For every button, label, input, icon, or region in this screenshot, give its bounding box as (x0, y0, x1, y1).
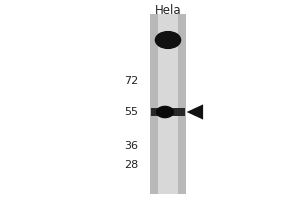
FancyBboxPatch shape (158, 14, 178, 194)
FancyBboxPatch shape (151, 108, 185, 116)
Circle shape (155, 32, 181, 48)
Text: Hela: Hela (155, 4, 181, 18)
Text: 55: 55 (124, 107, 138, 117)
Circle shape (157, 106, 173, 118)
FancyBboxPatch shape (150, 14, 186, 194)
Polygon shape (187, 104, 203, 120)
Text: 28: 28 (124, 160, 138, 170)
Text: 72: 72 (124, 76, 138, 86)
Text: 36: 36 (124, 141, 138, 151)
